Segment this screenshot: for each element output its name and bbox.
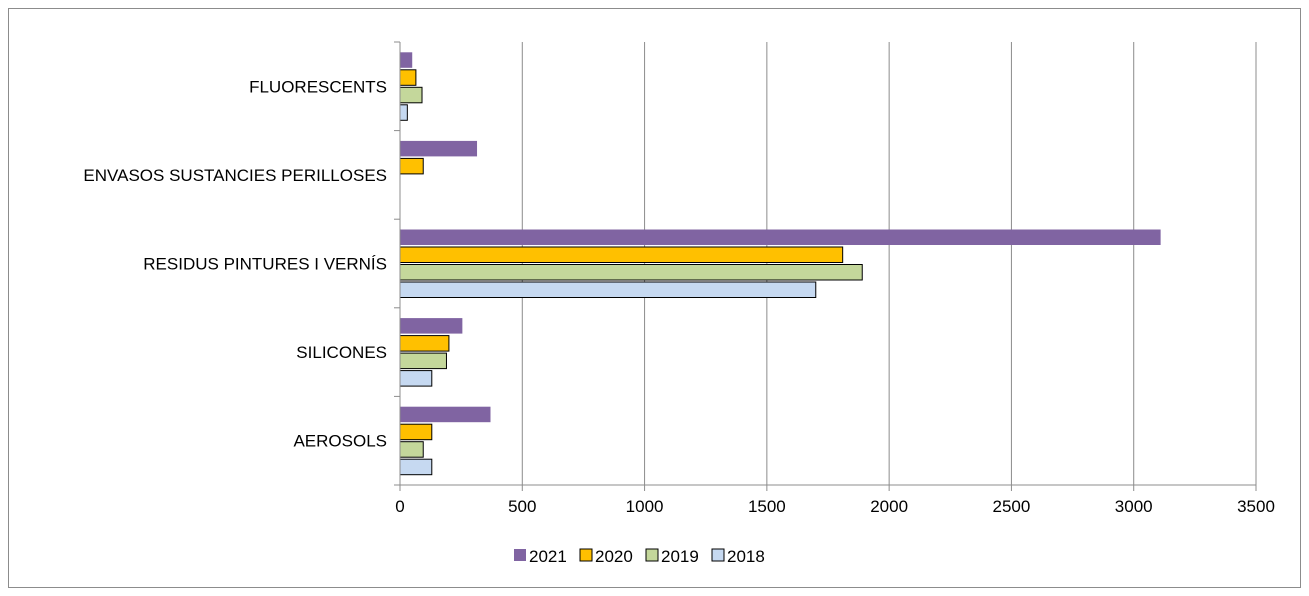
category-label-envasos-sustancies-perilloses: ENVASOS SUSTANCIES PERILLOSES [83,166,387,185]
category-label-silicones: SILICONES [296,343,387,362]
bar-residus-pintures-i-vernis-2019 [399,264,863,281]
x-tick-label-1500: 1500 [748,497,786,516]
x-tick-label-500: 500 [508,497,536,516]
x-tick-label-2500: 2500 [993,497,1031,516]
bar-fluorescents-2019 [399,86,423,104]
bar-aerosols-2021 [400,406,491,423]
chart-frame: AEROSOLS SILICONES RESIDUS PINTURES I VERN… [8,8,1301,588]
legend-label-2020: 2020 [595,547,633,566]
x-tick-labels: 0 500 1000 1500 2000 2500 3000 3500 [395,497,1275,516]
legend-swatch-2021 [514,549,526,561]
gridlines [521,42,1257,485]
bar-silicones-2021 [400,318,463,334]
bar-aerosols-2020 [399,423,433,441]
bar-fluorescents-2020 [399,69,417,86]
bar-residus-pintures-i-vernis-2020 [399,246,844,263]
x-tick-label-0: 0 [395,497,404,516]
category-label-aerosols: AEROSOLS [293,432,387,451]
bar-fluorescents-2018 [399,104,408,121]
category-labels: AEROSOLS SILICONES RESIDUS PINTURES I VERN… [83,77,387,450]
legend-label-2021: 2021 [529,547,567,566]
legend-swatch-2019 [645,548,659,562]
x-tick-label-3000: 3000 [1115,497,1153,516]
bars [399,52,1161,476]
legend-label-2019: 2019 [661,547,699,566]
bar-silicones-2018 [399,370,433,387]
legend: 2021 2020 2019 2018 [514,547,765,566]
category-label-residus-pintures-i-vernis: RESIDUS PINTURES I VERNÍS [143,255,387,274]
bar-aerosols-2018 [399,458,433,476]
bar-envasos-sustancies-perilloses-2020 [399,157,424,175]
bar-residus-pintures-i-vernis-2021 [400,229,1161,245]
axes [394,41,1257,491]
bar-envasos-sustancies-perilloses-2021 [400,140,478,157]
bar-chart: AEROSOLS SILICONES RESIDUS PINTURES I VERN… [83,41,1275,566]
legend-label-2018: 2018 [727,547,765,566]
bar-fluorescents-2021 [400,52,413,68]
bar-aerosols-2019 [399,441,424,458]
category-label-fluorescents: FLUORESCENTS [249,77,387,96]
legend-swatch-2018 [711,548,725,562]
bar-residus-pintures-i-vernis-2018 [399,281,817,298]
bar-silicones-2019 [399,352,447,370]
x-tick-label-1000: 1000 [626,497,664,516]
bar-silicones-2020 [399,335,450,352]
x-tick-label-3500: 3500 [1237,497,1275,516]
legend-swatch-2020 [579,548,593,562]
x-tick-label-2000: 2000 [870,497,908,516]
